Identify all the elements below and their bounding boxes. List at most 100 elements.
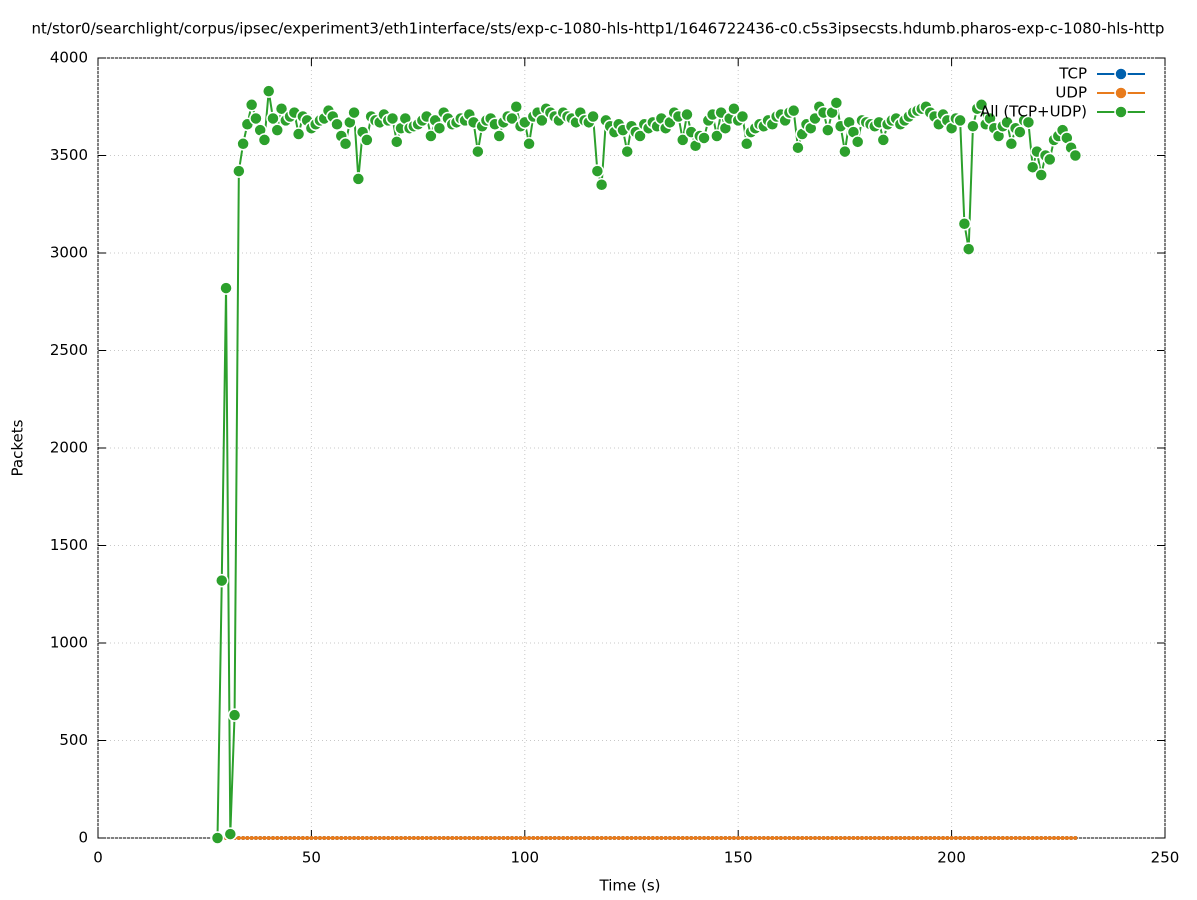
data-point	[850, 135, 865, 149]
data-point	[974, 98, 989, 112]
data-point	[676, 836, 681, 840]
data-point	[492, 129, 506, 143]
data-point	[638, 836, 643, 840]
data-point	[351, 172, 366, 186]
data-point	[338, 137, 353, 151]
data-point	[680, 836, 685, 840]
data-point	[842, 836, 847, 840]
data-point	[906, 836, 911, 840]
data-point	[582, 836, 587, 840]
data-point	[855, 836, 860, 840]
data-point	[851, 836, 856, 840]
data-point	[552, 836, 557, 840]
data-point	[420, 836, 425, 840]
data-point	[736, 836, 741, 840]
y-tick-label: 2000	[50, 439, 88, 457]
data-point	[326, 836, 331, 840]
data-point	[352, 836, 357, 840]
legend-label: TCP	[1058, 65, 1087, 83]
data-point	[522, 836, 527, 840]
data-point	[1043, 152, 1057, 167]
data-point	[603, 836, 608, 840]
data-point	[594, 178, 609, 192]
data-point	[766, 836, 771, 840]
data-point	[261, 84, 276, 98]
data-point	[979, 836, 984, 840]
data-point	[629, 836, 634, 840]
data-point	[872, 836, 877, 840]
data-point	[236, 836, 241, 840]
legend-marker	[1114, 86, 1128, 100]
data-point	[911, 836, 916, 840]
data-point	[424, 836, 429, 840]
data-point	[1068, 148, 1083, 163]
data-point	[595, 836, 600, 840]
data-point	[680, 107, 694, 122]
data-point	[591, 836, 596, 840]
data-point	[735, 109, 750, 124]
data-point	[1004, 137, 1019, 151]
data-point	[953, 113, 967, 128]
data-point	[693, 836, 698, 840]
data-point	[416, 836, 421, 840]
data-point	[411, 836, 416, 840]
data-point	[399, 836, 404, 840]
data-point	[313, 836, 318, 840]
data-point	[266, 836, 271, 840]
data-point	[825, 836, 830, 840]
data-point	[966, 119, 980, 133]
data-point	[424, 129, 438, 143]
data-point	[347, 105, 361, 120]
data-point	[740, 836, 745, 840]
data-point	[988, 836, 993, 840]
series-line	[216, 90, 1077, 839]
data-point	[936, 836, 941, 840]
data-point	[697, 836, 702, 840]
data-point	[885, 836, 890, 840]
legend-label: UDP	[1055, 84, 1087, 102]
data-point	[245, 836, 250, 840]
data-point	[633, 129, 647, 143]
x-tick-label: 250	[1151, 849, 1180, 867]
data-point	[667, 836, 672, 840]
data-point	[847, 836, 852, 840]
data-point	[262, 836, 267, 840]
data-point	[783, 836, 788, 840]
y-tick-label: 1500	[50, 536, 88, 554]
x-tick-label: 150	[724, 849, 753, 867]
data-point	[270, 836, 275, 840]
data-point	[386, 836, 391, 840]
legend-marker	[1114, 105, 1128, 119]
data-point	[697, 131, 711, 145]
data-point	[966, 836, 971, 840]
data-point	[514, 836, 519, 840]
data-point	[1039, 836, 1044, 840]
data-point	[957, 217, 972, 231]
data-point	[590, 164, 605, 178]
data-point	[923, 836, 928, 840]
data-point	[902, 836, 907, 840]
y-tick-label: 3500	[50, 146, 88, 164]
data-point	[1047, 836, 1052, 840]
data-point	[770, 836, 775, 840]
data-point	[804, 836, 809, 840]
data-point	[1064, 836, 1069, 840]
data-point	[305, 836, 310, 840]
data-point	[488, 836, 493, 840]
data-point	[881, 836, 886, 840]
data-point	[322, 836, 327, 840]
data-point	[296, 836, 301, 840]
data-point	[215, 573, 229, 588]
data-point	[484, 836, 489, 840]
data-point	[556, 836, 561, 840]
data-point	[1052, 836, 1057, 840]
data-point	[774, 836, 779, 840]
data-point	[535, 113, 549, 128]
data-point	[787, 836, 792, 840]
data-point	[509, 100, 524, 114]
data-point	[288, 836, 293, 840]
data-point	[369, 836, 374, 840]
data-point	[544, 836, 549, 840]
data-point	[505, 836, 510, 840]
data-point	[1005, 836, 1010, 840]
